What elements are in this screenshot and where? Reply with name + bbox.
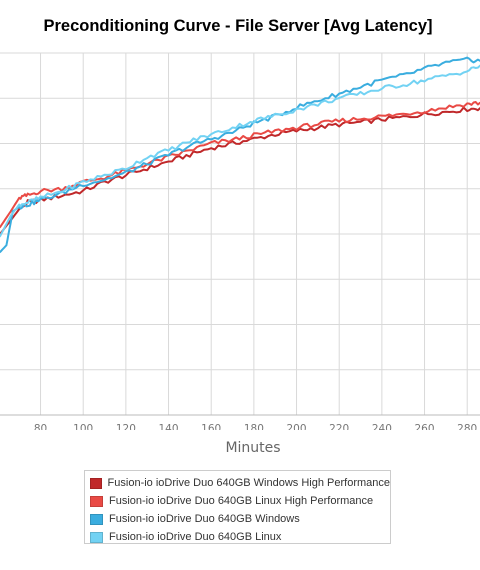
- x-tick-label: 160: [201, 423, 221, 430]
- legend-label: Fusion-io ioDrive Duo 640GB Windows: [109, 513, 300, 525]
- plot-area: 80 100 120 140 160 180 200 220 240 260 280: [0, 52, 480, 430]
- legend-label: Fusion-io ioDrive Duo 640GB Linux High P…: [109, 495, 374, 507]
- legend-label: Fusion-io ioDrive Duo 640GB Windows High…: [107, 477, 390, 489]
- x-tick-labels: 80 100 120 140 160 180 200 220 240 260 280: [34, 423, 477, 430]
- chart-title: Preconditioning Curve - File Server [Avg…: [43, 17, 433, 35]
- legend-item-linux[interactable]: Fusion-io ioDrive Duo 640GB Linux: [90, 528, 390, 546]
- x-tick-label: 220: [329, 423, 349, 430]
- x-tick-label: 260: [415, 423, 435, 430]
- legend-item-linux-high-performance[interactable]: Fusion-io ioDrive Duo 640GB Linux High P…: [90, 492, 390, 510]
- series-line: [0, 56, 480, 254]
- legend-label: Fusion-io ioDrive Duo 640GB Linux: [109, 531, 282, 543]
- legend-item-windows[interactable]: Fusion-io ioDrive Duo 640GB Windows: [90, 510, 390, 528]
- x-tick-label: 240: [372, 423, 392, 430]
- legend-item-windows-high-performance[interactable]: Fusion-io ioDrive Duo 640GB Windows High…: [90, 474, 390, 492]
- x-tick-label: 280: [457, 423, 477, 430]
- legend-swatch: [90, 513, 103, 525]
- series-lines: [0, 56, 480, 254]
- x-tick-label: 180: [244, 423, 264, 430]
- legend: Fusion-io ioDrive Duo 640GB Windows High…: [84, 470, 391, 544]
- x-tick-label: 200: [287, 423, 307, 430]
- series-line: [0, 106, 480, 235]
- x-tick-label: 80: [34, 423, 47, 430]
- series-line: [0, 64, 480, 238]
- grid-lines: [0, 52, 480, 416]
- legend-swatch: [90, 495, 103, 507]
- x-tick-label: 120: [116, 423, 136, 430]
- legend-swatch: [90, 477, 102, 489]
- series-line: [0, 101, 480, 229]
- x-tick-label: 140: [159, 423, 179, 430]
- x-tick-label: 100: [73, 423, 93, 430]
- x-axis-label: Minutes: [225, 440, 281, 456]
- legend-swatch: [90, 531, 103, 543]
